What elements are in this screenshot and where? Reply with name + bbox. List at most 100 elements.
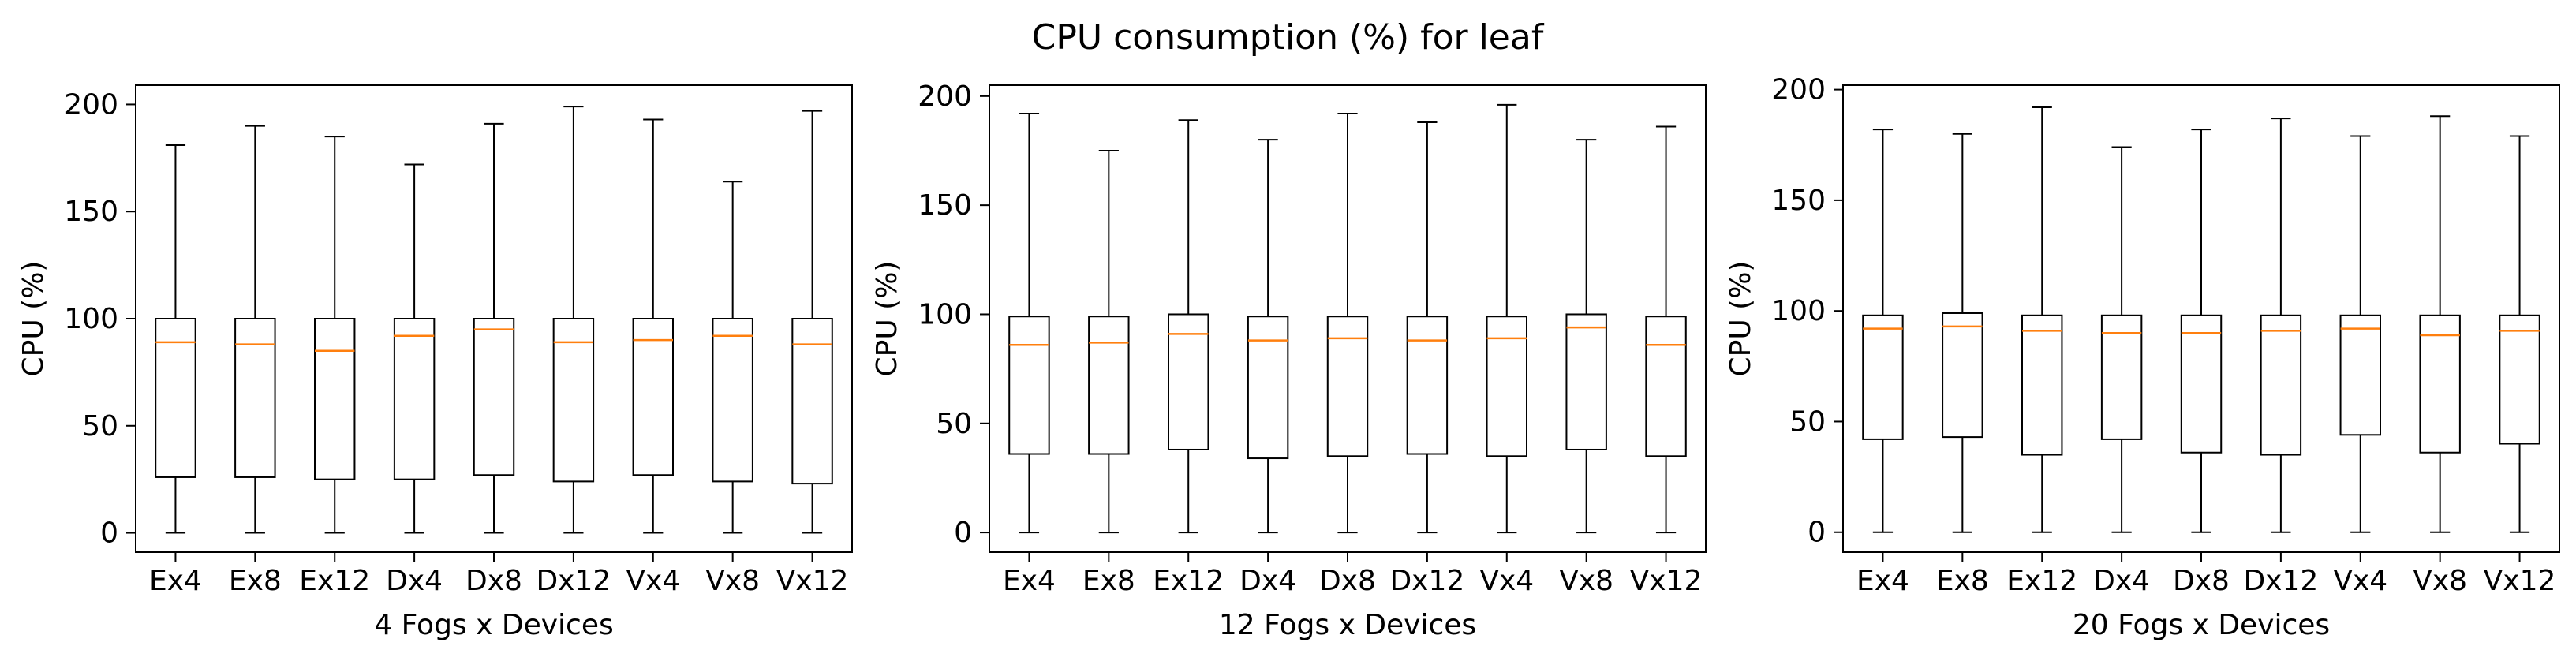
box-Dx4 bbox=[393, 163, 436, 534]
x-tick-label: Vx4 bbox=[626, 565, 680, 597]
panel-2: 0 50 100 150 200 CPU (%) 12 Fogs x Devices Ex4 E… bbox=[871, 80, 1707, 641]
iqr-box bbox=[2419, 314, 2461, 454]
iqr-box bbox=[1088, 316, 1130, 455]
iqr-box bbox=[1862, 314, 1904, 440]
x-tick-label: Dx4 bbox=[1239, 565, 1296, 597]
x-tick-label: Ex8 bbox=[229, 565, 282, 597]
iqr-box bbox=[2180, 314, 2223, 454]
iqr-box bbox=[1247, 316, 1289, 460]
box-Vx12 bbox=[2499, 135, 2540, 533]
x-tick-label: Dx8 bbox=[1319, 565, 1376, 597]
box-Vx8 bbox=[1565, 139, 1607, 534]
iqr-box bbox=[2021, 314, 2063, 456]
figure-title: CPU consumption (%) for leaf bbox=[1032, 17, 1545, 58]
x-tick-label: Vx4 bbox=[1479, 565, 1534, 597]
x-tick-label: Dx8 bbox=[2173, 565, 2230, 597]
iqr-box bbox=[155, 318, 196, 478]
x-tick-label: Vx12 bbox=[1630, 565, 1703, 597]
x-tick-label: Ex12 bbox=[2006, 565, 2077, 597]
x-axis-label: 4 Fogs x Devices bbox=[374, 609, 613, 641]
iqr-box bbox=[552, 318, 595, 483]
panel-3: 0 50 100 150 200 CPU (%) 20 Fogs x Devices Ex4 E… bbox=[1725, 74, 2560, 641]
box-Vx12 bbox=[1645, 125, 1687, 534]
iqr-box bbox=[1942, 312, 1983, 439]
iqr-box bbox=[2260, 314, 2302, 456]
iqr-box bbox=[1326, 316, 1369, 457]
x-axis-label: 20 Fogs x Devices bbox=[2073, 609, 2330, 641]
iqr-box bbox=[234, 318, 276, 478]
y-tick-label: 0 bbox=[100, 517, 118, 550]
x-tick-label: Ex4 bbox=[1856, 565, 1909, 597]
y-axis-label: CPU (%) bbox=[1725, 261, 1757, 377]
box-Ex8 bbox=[1088, 149, 1130, 534]
box-Dx12 bbox=[552, 106, 595, 534]
y-tick-label: 0 bbox=[954, 517, 972, 549]
iqr-box bbox=[2100, 314, 2143, 440]
y-tick-label: 50 bbox=[936, 408, 972, 440]
y-tick-label: 200 bbox=[64, 88, 118, 121]
box-Ex12 bbox=[2021, 106, 2063, 533]
iqr-box bbox=[1565, 313, 1607, 450]
x-tick-label: Ex12 bbox=[299, 565, 370, 597]
box-Vx4 bbox=[2339, 135, 2382, 533]
x-tick-label: Vx8 bbox=[2413, 565, 2467, 597]
iqr-box bbox=[632, 318, 674, 476]
x-tick-label: Dx4 bbox=[386, 565, 443, 597]
iqr-box bbox=[393, 318, 436, 480]
x-tick-label: Ex4 bbox=[149, 565, 202, 597]
iqr-box bbox=[2499, 314, 2540, 445]
box-Ex8 bbox=[1942, 133, 1983, 533]
y-tick-label: 100 bbox=[918, 298, 972, 330]
box-Ex4 bbox=[1862, 129, 1904, 533]
y-axis-label: CPU (%) bbox=[17, 261, 50, 377]
iqr-box bbox=[1406, 316, 1449, 455]
box-Vx4 bbox=[1486, 103, 1527, 534]
box-Ex4 bbox=[155, 144, 196, 534]
box-Dx8 bbox=[2180, 129, 2223, 533]
box-Ex12 bbox=[314, 136, 356, 534]
iqr-box bbox=[1486, 316, 1527, 457]
y-tick-label: 100 bbox=[64, 303, 118, 335]
x-tick-label: Ex4 bbox=[1003, 565, 1056, 597]
iqr-box bbox=[1168, 313, 1209, 450]
iqr-box bbox=[791, 318, 833, 485]
box-Dx12 bbox=[2260, 118, 2302, 533]
x-tick-label: Dx12 bbox=[2243, 565, 2318, 597]
y-tick-label: 50 bbox=[82, 410, 118, 443]
iqr-box bbox=[2339, 314, 2382, 436]
box-Vx8 bbox=[712, 181, 753, 534]
iqr-box bbox=[1645, 316, 1687, 457]
x-tick-label: Ex8 bbox=[1936, 565, 1989, 597]
iqr-box bbox=[314, 318, 356, 480]
x-tick-label: Ex8 bbox=[1082, 565, 1135, 597]
box-Dx4 bbox=[2100, 146, 2143, 533]
box-Dx4 bbox=[1247, 139, 1289, 534]
box-Vx12 bbox=[791, 110, 833, 534]
y-tick-label: 150 bbox=[1771, 185, 1826, 217]
y-tick-label: 0 bbox=[1808, 517, 1826, 549]
x-tick-label: Ex12 bbox=[1153, 565, 1224, 597]
x-axis-label: 12 Fogs x Devices bbox=[1219, 609, 1476, 641]
x-tick-label: Dx4 bbox=[2093, 565, 2150, 597]
x-tick-label: Vx12 bbox=[776, 565, 849, 597]
x-tick-label: Vx12 bbox=[2484, 565, 2556, 597]
y-tick-label: 200 bbox=[918, 80, 972, 113]
iqr-box bbox=[473, 318, 515, 476]
y-tick-label: 50 bbox=[1789, 405, 1826, 438]
iqr-box bbox=[1008, 316, 1050, 455]
x-tick-label: Vx8 bbox=[705, 565, 760, 597]
box-Ex4 bbox=[1008, 112, 1050, 534]
x-tick-label: Dx8 bbox=[465, 565, 522, 597]
iqr-box bbox=[712, 318, 753, 483]
box-Vx4 bbox=[632, 118, 674, 534]
x-tick-label: Dx12 bbox=[536, 565, 611, 597]
panels: 0 50 100 150 200 CPU (%) 4 Fogs x Devices Ex4 Ex… bbox=[17, 74, 2560, 641]
box-Dx8 bbox=[1326, 112, 1369, 534]
x-tick-label: Vx4 bbox=[2333, 565, 2387, 597]
x-tick-label: Vx8 bbox=[1559, 565, 1613, 597]
box-Dx8 bbox=[473, 122, 515, 534]
x-tick-label: Dx12 bbox=[1389, 565, 1464, 597]
y-tick-label: 100 bbox=[1771, 295, 1826, 327]
y-axis-label: CPU (%) bbox=[871, 261, 903, 377]
box-Dx12 bbox=[1406, 121, 1449, 534]
